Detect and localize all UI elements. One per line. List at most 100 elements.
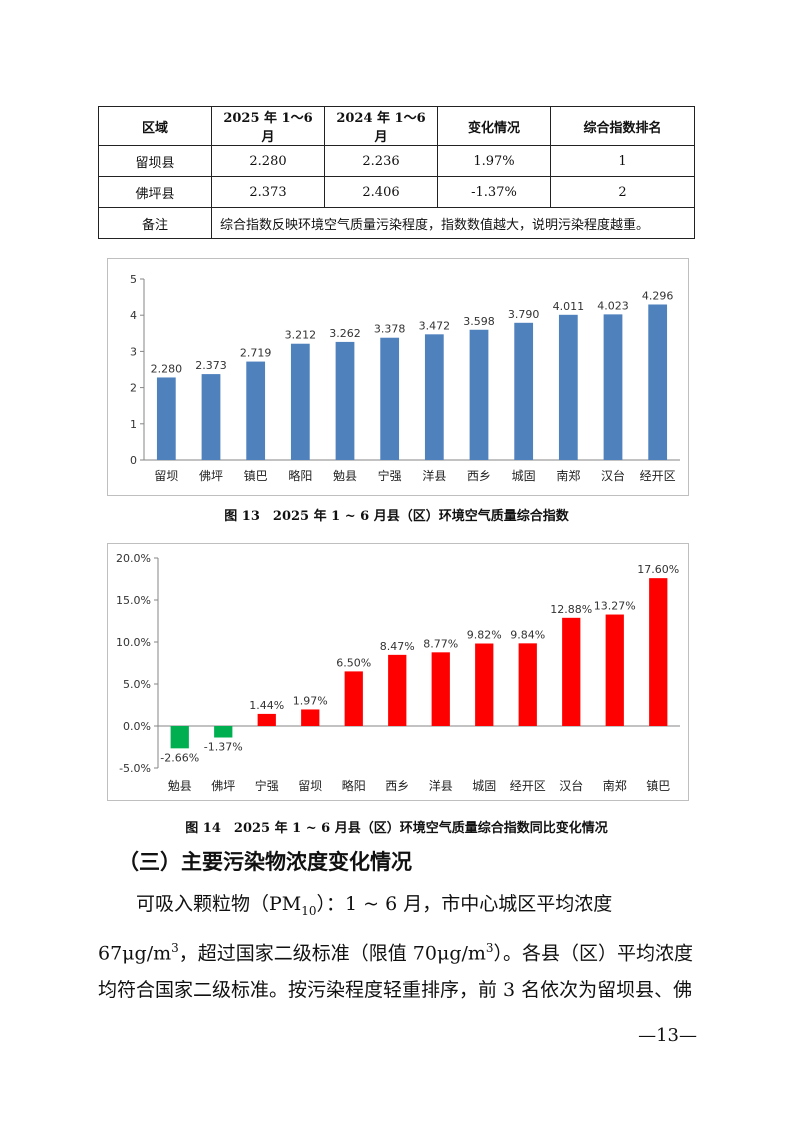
data-label: 3.598 [463, 315, 495, 328]
bar [649, 578, 668, 726]
pm-subscript: 10 [301, 903, 317, 918]
data-label: 3.262 [329, 327, 361, 340]
composite-index-chart: 0 1 2 3 4 5 2.280 留坝 2.373 佛坪 2.719 镇巴 3.212 略阳 3.262 勉… [107, 258, 689, 496]
body-paragraph: 可吸入颗粒物（PM10）：1 ~ 6 月，市中心城区平均浓度 67μg/m3，超… [98, 886, 698, 1009]
y-tick-label: 1 [130, 418, 137, 431]
data-label: 1.44% [249, 699, 284, 712]
x-tick-label: 宁强 [255, 778, 279, 793]
x-tick-label: 城固 [472, 779, 496, 793]
bar [246, 361, 266, 460]
bar [558, 314, 578, 460]
y-tick-label: -5.0% [119, 762, 151, 775]
bar [514, 322, 534, 460]
cell-2025: 2.280 [211, 145, 325, 177]
x-tick-label: 留坝 [154, 469, 178, 483]
data-label: 2.373 [195, 359, 227, 372]
figure-13-caption: 图 13 2025 年 1 ~ 6 月县（区）环境空气质量综合指数 [224, 509, 569, 524]
data-label: 17.60% [637, 563, 679, 576]
page-number: —13— [638, 1025, 697, 1046]
x-tick-label: 略阳 [288, 468, 312, 483]
section-heading: （三）主要污染物浓度变化情况 [118, 849, 412, 874]
y-tick-label: 5 [130, 273, 137, 286]
bar [214, 726, 233, 738]
superscript-1: 3 [171, 940, 179, 955]
bar [201, 374, 221, 460]
data-label: -1.37% [204, 741, 243, 754]
x-tick-label: 勉县 [333, 469, 357, 483]
x-tick-label: 南郑 [556, 468, 580, 483]
header-2024: 2024 年 1～6 月 [324, 106, 438, 146]
y-tick-label: 2 [130, 382, 137, 395]
x-tick-label: 留坝 [298, 779, 322, 793]
air-quality-table: 区域 2025 年 1～6 月 2024 年 1～6 月 变化情况 综合指数排名… [98, 106, 695, 239]
x-tick-label: 佛坪 [199, 469, 223, 483]
x-tick-label: 经开区 [510, 779, 546, 793]
bar [518, 643, 537, 726]
data-label: 2.280 [151, 362, 183, 375]
table-header-row: 区域 2025 年 1～6 月 2024 年 1～6 月 变化情况 综合指数排名 [98, 106, 695, 146]
data-label: 2.719 [240, 347, 272, 360]
data-label: 6.50% [336, 656, 371, 669]
bar [469, 329, 489, 460]
header-rank: 综合指数排名 [550, 106, 695, 146]
x-tick-label: 城固 [512, 469, 536, 483]
bar [648, 304, 668, 460]
bar [380, 337, 400, 460]
data-label: 8.47% [380, 640, 415, 653]
data-label: 4.023 [597, 299, 629, 312]
cell-change: 1.97% [437, 145, 551, 177]
x-tick-label: 洋县 [422, 468, 446, 483]
bar [424, 334, 444, 460]
data-label: 3.378 [374, 323, 406, 336]
cell-2024: 2.406 [324, 176, 438, 208]
bar [388, 654, 407, 726]
y-tick-label: 0 [130, 454, 137, 467]
bar [290, 343, 310, 460]
data-label: 1.97% [293, 694, 328, 707]
bar [344, 671, 363, 726]
x-tick-label: 勉县 [168, 779, 192, 793]
bar [603, 314, 623, 460]
data-label: 9.82% [467, 629, 502, 642]
bar [605, 614, 624, 726]
cell-2025: 2.373 [211, 176, 325, 208]
data-label: 3.790 [508, 308, 539, 321]
data-label: 13.27% [594, 600, 636, 613]
y-tick-label: 0.0% [123, 720, 151, 733]
x-tick-label: 宁强 [378, 468, 402, 483]
yoy-change-chart: -5.0% 0.0% 5.0% 10.0% 15.0% 20.0% -2.66% 勉县 -1.3… [107, 543, 689, 801]
bar [562, 617, 581, 726]
bar [335, 341, 355, 460]
bar [156, 377, 176, 460]
y-tick-label: 10.0% [116, 636, 151, 649]
x-tick-label: 汉台 [559, 778, 583, 793]
superscript-2: 3 [485, 940, 494, 955]
x-tick-label: 洋县 [429, 778, 453, 793]
y-tick-label: 20.0% [116, 552, 151, 565]
bar [301, 709, 320, 726]
bar [170, 726, 189, 749]
cell-rank: 1 [550, 145, 695, 177]
bar [257, 713, 276, 726]
cell-rank: 2 [550, 176, 695, 208]
para-part-2: ，超过国家二级标准（限值 70μg/m [178, 942, 486, 965]
x-tick-label: 略阳 [342, 778, 366, 793]
y-tick-label: 4 [130, 309, 137, 322]
x-tick-label: 西乡 [467, 469, 491, 483]
note-label: 备注 [98, 207, 212, 239]
para-part-3: ）。各县（区）平均浓度均符合国家二级标准。按污染程度轻重排序，前 3 名依次为留… [98, 942, 694, 1002]
x-tick-label: 镇巴 [646, 779, 670, 793]
note-text: 综合指数反映环境空气质量污染程度，指数数值越大，说明污染程度越重。 [211, 207, 695, 239]
y-tick-label: 15.0% [116, 594, 151, 607]
header-region: 区域 [98, 106, 212, 146]
data-label: 12.88% [550, 603, 592, 616]
x-tick-label: 西乡 [385, 779, 409, 793]
data-label: 8.77% [423, 637, 458, 650]
x-tick-label: 佛坪 [211, 779, 235, 793]
para-part-1: ）：1 ~ 6 月，市中心城区平均浓度 67μg/m [98, 893, 613, 965]
data-label: 3.212 [285, 329, 317, 342]
yoy-change-svg: -5.0% 0.0% 5.0% 10.0% 15.0% 20.0% -2.66% 勉县 -1.3… [116, 552, 680, 793]
cell-2024: 2.236 [324, 145, 438, 177]
composite-index-svg: 0 1 2 3 4 5 2.280 留坝 2.373 佛坪 2.719 镇巴 3.212 略阳 3.262 勉… [130, 273, 680, 483]
figure-14-caption: 图 14 2025 年 1 ~ 6 月县（区）环境空气质量综合指数同比变化情况 [185, 821, 608, 836]
